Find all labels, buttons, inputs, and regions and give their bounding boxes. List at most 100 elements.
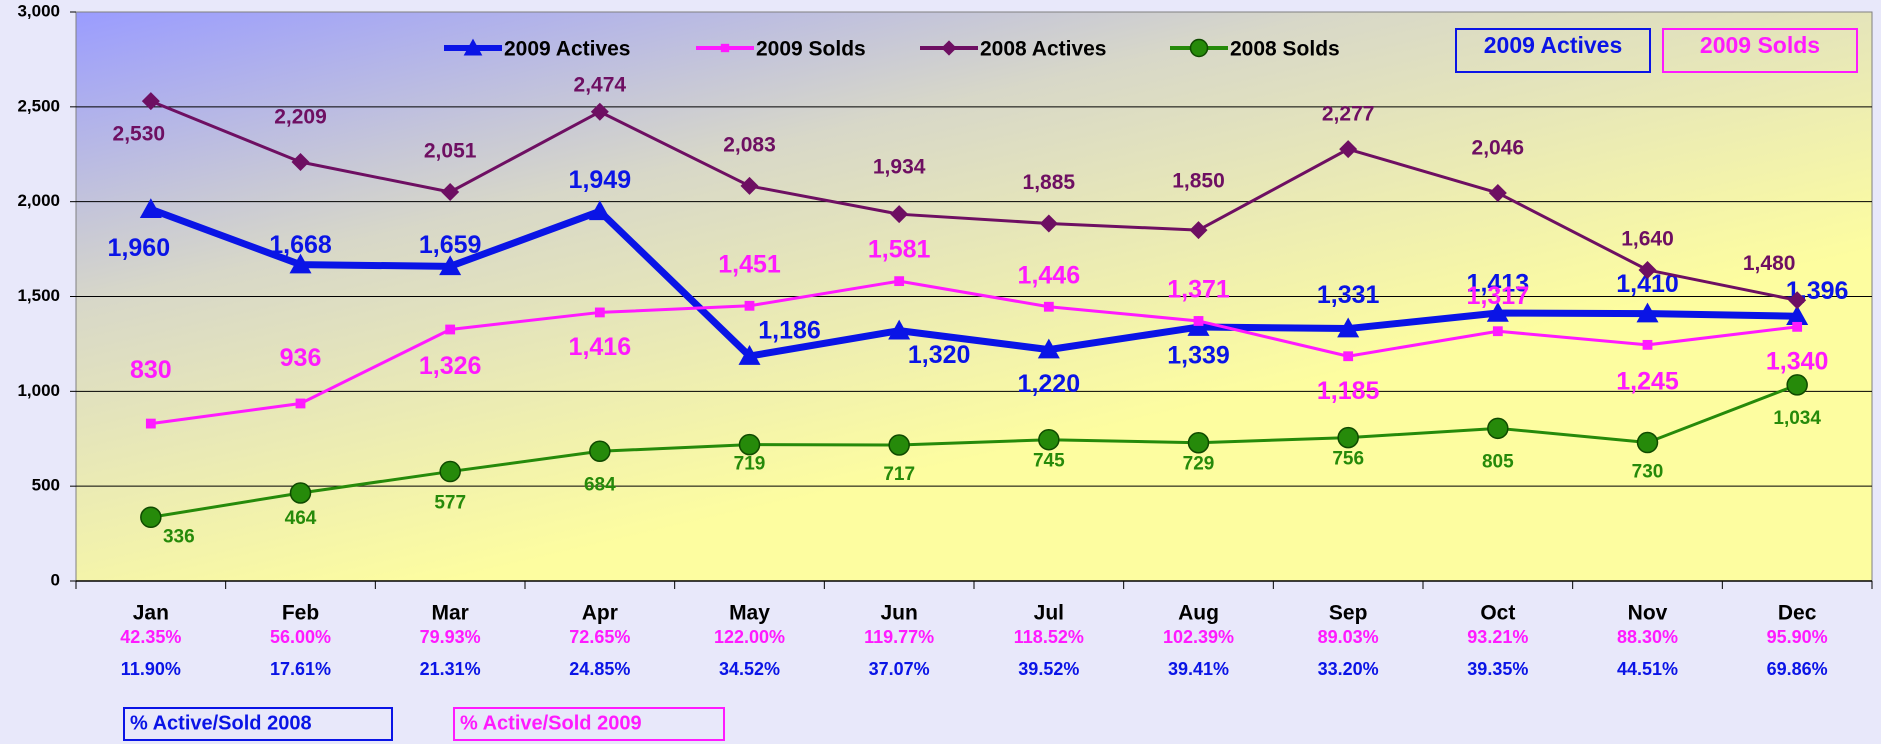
- percent-label: 102.39%: [1163, 627, 1234, 647]
- marker: [1786, 305, 1809, 326]
- row-legend-label: % Active/Sold 2009: [460, 712, 642, 734]
- series-line: [149, 205, 1798, 360]
- legend-box: [1455, 28, 1651, 73]
- marker: [1193, 316, 1204, 326]
- marker: [289, 253, 312, 274]
- marker: [1038, 428, 1060, 451]
- x-tick-label: Feb: [282, 602, 319, 625]
- marker: [1788, 291, 1807, 310]
- marker: [1037, 338, 1060, 359]
- data-label: 1,320: [908, 341, 971, 369]
- data-label: 830: [130, 356, 172, 384]
- percent-label: 93.21%: [1467, 627, 1528, 647]
- percent-label: 34.52%: [719, 659, 780, 679]
- marker: [289, 482, 312, 504]
- percent-label: 33.20%: [1318, 659, 1379, 679]
- data-label: 719: [734, 454, 766, 475]
- y-tick-label: 1,500: [17, 286, 60, 305]
- percent-label: 122.00%: [714, 627, 785, 647]
- marker: [1189, 221, 1208, 240]
- marker: [720, 43, 730, 53]
- y-tick-label: 3,000: [17, 1, 60, 20]
- data-label: 1,339: [1167, 342, 1230, 370]
- data-label: 2,209: [274, 106, 327, 129]
- marker: [894, 276, 905, 287]
- marker: [140, 506, 162, 529]
- marker: [1039, 214, 1058, 233]
- percent-label: 56.00%: [270, 627, 331, 647]
- data-label: 730: [1632, 462, 1664, 483]
- x-tick-label: Nov: [1628, 602, 1668, 625]
- data-label: 2,051: [424, 140, 477, 163]
- marker: [1492, 326, 1503, 337]
- data-label: 2,474: [574, 73, 627, 96]
- data-label: 1,451: [718, 250, 781, 278]
- marker: [740, 176, 759, 195]
- marker: [1642, 339, 1653, 350]
- marker: [1488, 183, 1507, 202]
- x-tick-label: Jul: [1034, 602, 1064, 625]
- marker: [1189, 38, 1209, 58]
- percent-label: 42.35%: [120, 627, 181, 647]
- marker: [1337, 317, 1360, 338]
- marker: [1487, 417, 1509, 440]
- marker: [291, 153, 310, 172]
- legend-label: 2009 Actives: [504, 38, 630, 61]
- row-legend-label: % Active/Sold 2008: [130, 712, 312, 734]
- data-label: 336: [163, 526, 195, 547]
- marker: [1786, 374, 1808, 396]
- data-label: 1,640: [1621, 227, 1674, 250]
- percent-label: 37.07%: [869, 659, 930, 679]
- percent-label: 119.77%: [864, 627, 934, 647]
- marker: [1638, 260, 1657, 279]
- data-label: 936: [280, 344, 322, 372]
- data-label: 745: [1033, 451, 1065, 472]
- data-label: 1,659: [419, 231, 482, 259]
- data-label: 1,480: [1743, 252, 1796, 275]
- marker: [590, 102, 609, 121]
- marker: [888, 434, 910, 456]
- data-label: 1,371: [1167, 276, 1230, 304]
- percent-label: 95.90%: [1767, 627, 1828, 647]
- y-tick-label: 2,500: [17, 96, 60, 115]
- x-tick-label: May: [729, 602, 770, 625]
- data-label: 2,046: [1472, 136, 1525, 159]
- data-label: 1,416: [569, 333, 632, 361]
- x-tick-label: Dec: [1778, 602, 1817, 625]
- percent-label: 39.52%: [1018, 659, 1079, 679]
- data-label: 1,934: [873, 156, 926, 179]
- marker: [439, 255, 462, 276]
- marker: [588, 200, 611, 221]
- marker: [139, 198, 162, 219]
- data-label: 1,186: [758, 317, 821, 345]
- data-label: 1,960: [108, 234, 171, 262]
- marker: [1339, 140, 1358, 159]
- data-label: 577: [434, 493, 466, 514]
- marker: [1636, 302, 1659, 323]
- data-label: 1,220: [1018, 370, 1081, 398]
- marker: [941, 40, 957, 56]
- data-label: 684: [584, 474, 616, 495]
- marker: [145, 418, 156, 429]
- series-line: [150, 279, 1798, 426]
- data-label: 1,949: [569, 166, 632, 194]
- data-label: 2,277: [1322, 103, 1375, 126]
- marker: [1187, 431, 1210, 454]
- y-tick-label: 0: [51, 570, 60, 589]
- marker: [141, 92, 160, 111]
- marker: [744, 300, 755, 311]
- row-legend-box: [123, 707, 393, 741]
- data-label: 1,885: [1023, 171, 1076, 194]
- data-label: 1,850: [1172, 170, 1225, 193]
- percent-label: 72.65%: [569, 627, 630, 647]
- legend-box-label: 2009 Actives: [1484, 32, 1623, 58]
- x-tick-label: Mar: [431, 602, 468, 625]
- percent-label: 39.41%: [1168, 659, 1229, 679]
- data-label: 1,185: [1317, 377, 1380, 405]
- marker: [888, 319, 911, 340]
- percent-label: 21.31%: [420, 659, 481, 679]
- percent-label: 69.86%: [1767, 659, 1828, 679]
- x-tick-label: Jun: [880, 602, 917, 625]
- percent-label: 44.51%: [1617, 659, 1678, 679]
